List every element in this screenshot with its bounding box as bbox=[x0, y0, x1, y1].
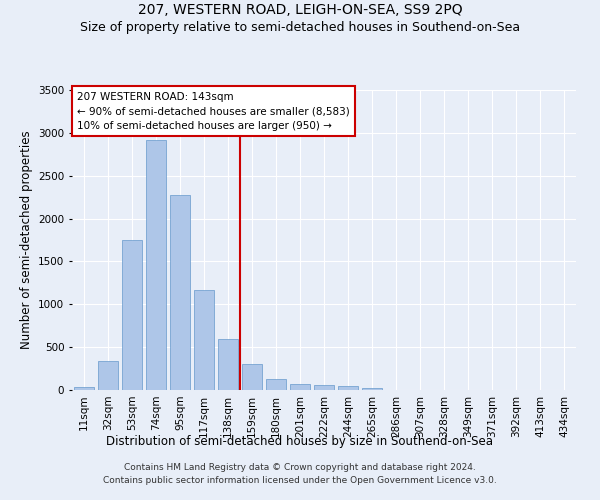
Bar bbox=[122, 240, 142, 390]
Text: Contains HM Land Registry data © Crown copyright and database right 2024.
Contai: Contains HM Land Registry data © Crown c… bbox=[103, 464, 497, 485]
Bar bbox=[266, 379, 286, 390]
Bar bbox=[170, 194, 190, 390]
Bar bbox=[242, 364, 262, 390]
Bar bbox=[146, 140, 166, 390]
Bar bbox=[74, 388, 94, 390]
Bar bbox=[218, 338, 238, 390]
Bar bbox=[338, 386, 358, 390]
Bar bbox=[314, 386, 334, 390]
Text: Distribution of semi-detached houses by size in Southend-on-Sea: Distribution of semi-detached houses by … bbox=[107, 435, 493, 448]
Bar bbox=[98, 361, 118, 390]
Bar bbox=[290, 384, 310, 390]
Text: Size of property relative to semi-detached houses in Southend-on-Sea: Size of property relative to semi-detach… bbox=[80, 21, 520, 34]
Bar bbox=[194, 290, 214, 390]
Y-axis label: Number of semi-detached properties: Number of semi-detached properties bbox=[20, 130, 32, 350]
Text: 207 WESTERN ROAD: 143sqm
← 90% of semi-detached houses are smaller (8,583)
10% o: 207 WESTERN ROAD: 143sqm ← 90% of semi-d… bbox=[77, 92, 350, 131]
Bar bbox=[362, 388, 382, 390]
Text: 207, WESTERN ROAD, LEIGH-ON-SEA, SS9 2PQ: 207, WESTERN ROAD, LEIGH-ON-SEA, SS9 2PQ bbox=[137, 2, 463, 16]
